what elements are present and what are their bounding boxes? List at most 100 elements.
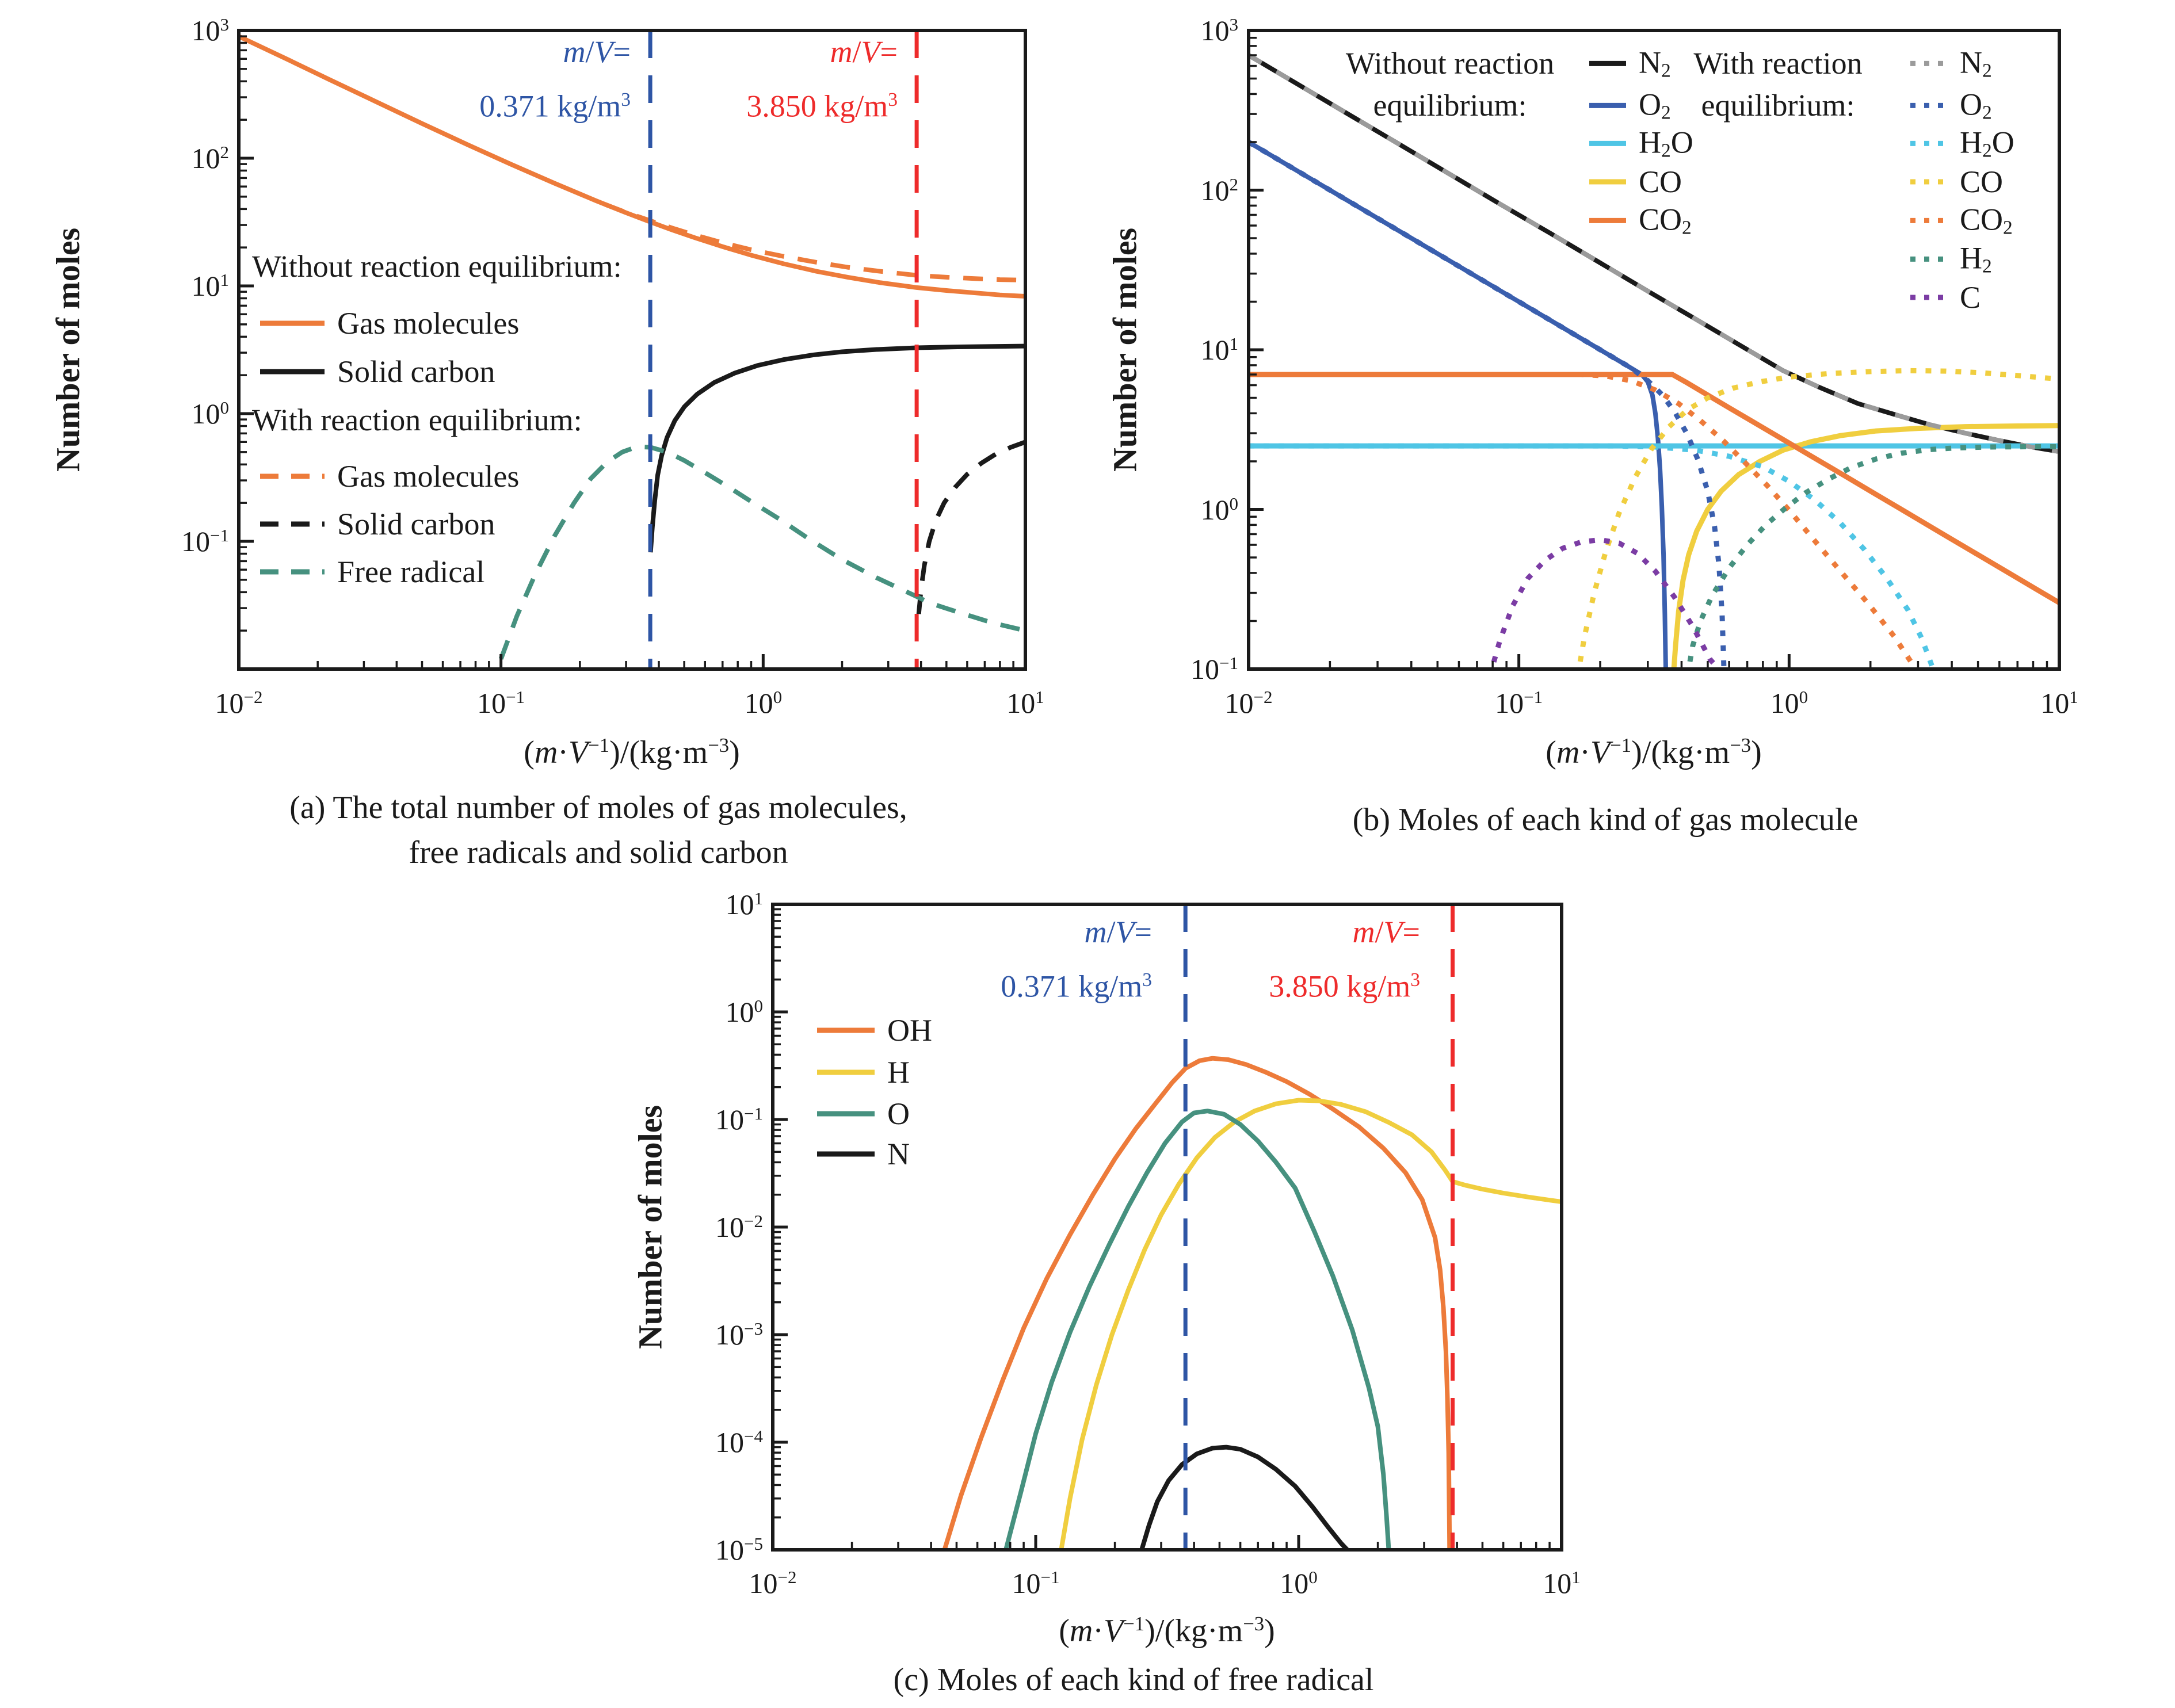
legend-entry-n2-no-eq: N2: [1589, 44, 1671, 82]
chart-c-canvas: [771, 903, 1563, 1552]
legend-swatch-co2-no-eq: [1589, 217, 1626, 223]
series-b-co-no-eq: [1671, 423, 2059, 669]
annotation-line1: m/V=: [1001, 908, 1152, 956]
legend-swatch-gas-molecules-no-eq: [260, 320, 325, 326]
text-part: (: [1546, 735, 1556, 771]
text-part: )/(kg·m: [609, 735, 708, 771]
legend-swatch-free-radical-eq: [260, 569, 325, 575]
text-part: −1: [1610, 733, 1632, 756]
y-tick-label: 10−3: [715, 1318, 763, 1351]
y-axis-label-c: Number of moles: [631, 1105, 669, 1350]
text-part: m: [1084, 915, 1107, 949]
text-part: V: [594, 35, 613, 69]
text-part: H: [1639, 125, 1661, 160]
text-part: V: [568, 735, 589, 771]
legend-label-co2-eq: CO2: [1960, 201, 2013, 239]
legend-label-o: O: [887, 1096, 910, 1132]
text-part: =: [1134, 915, 1152, 949]
legend-swatch-co-eq: [1910, 179, 1947, 185]
text-part: 10: [744, 687, 773, 719]
legend-label-co-eq: CO: [1960, 164, 2003, 200]
x-tick-label: 101: [2040, 686, 2078, 720]
text-part: −3: [708, 733, 730, 756]
text-part: 2: [1229, 174, 1239, 194]
legend-entry-o2-eq: O2: [1910, 86, 1992, 124]
annotation-line2: 3.850 kg/m3: [1269, 956, 1420, 1010]
text-part: 0: [773, 686, 783, 707]
text-part: Free radical: [337, 555, 485, 589]
text-part: 0.371 kg/m: [1001, 969, 1143, 1004]
text-part: Solid carbon: [337, 507, 495, 541]
text-part: 10: [191, 270, 220, 302]
x-tick-label: 10−1: [1012, 1566, 1060, 1600]
legend-label-n2-eq: N2: [1960, 44, 1992, 82]
legend-swatch-h2o-no-eq: [1589, 140, 1626, 146]
text-part: 0: [1799, 686, 1808, 707]
legend-label-free-radical-eq: Free radical: [337, 554, 484, 590]
legend-swatch-h: [817, 1069, 875, 1075]
legend-entry-gas-molecules-no-eq: Gas molecules: [260, 305, 519, 341]
x-tick-label: 10−2: [749, 1566, 797, 1600]
legend-heading: Without reaction: [1345, 46, 1555, 81]
text-part: 0: [220, 397, 230, 418]
text-part: 2: [1982, 140, 1992, 162]
x-axis-label-b: (m·V−1)/(kg·m−3): [1546, 734, 1762, 771]
y-tick-label: 102: [1201, 174, 1239, 207]
legend-swatch-h2o-eq: [1910, 140, 1947, 146]
text-part: H: [1960, 240, 1982, 276]
series-b-co2-eq: [1249, 372, 1919, 669]
text-part: 0.371 kg/m: [479, 89, 621, 124]
text-part: O: [1991, 125, 2014, 160]
x-tick-label: 10−2: [1225, 686, 1273, 720]
plot-border-a: [237, 29, 1027, 671]
text-part: 10: [1006, 687, 1036, 719]
legend-heading: With reaction: [1693, 46, 1863, 81]
text-part: −1: [744, 1103, 763, 1124]
text-part: 1: [2069, 686, 2078, 707]
text-part: −1: [506, 686, 525, 707]
y-tick-label: 103: [1201, 14, 1239, 47]
series-c-o: [1003, 1109, 1391, 1550]
text-part: H: [1960, 125, 1982, 160]
caption-a-line1: (a) The total number of moles of gas mol…: [289, 790, 907, 826]
text-part: =: [1402, 915, 1420, 949]
text-part: )/(kg·m: [1144, 1613, 1243, 1649]
x-tick-label: 100: [1770, 686, 1808, 720]
text-part: 10: [1200, 14, 1230, 47]
legend-swatch-solid-carbon-eq: [260, 521, 325, 527]
legend-label-oh: OH: [887, 1012, 932, 1048]
text-part: 10: [1770, 687, 1799, 719]
series-b-n2-eq: [1249, 53, 2059, 454]
text-part: =: [613, 35, 631, 69]
y-tick-label: 101: [192, 269, 230, 303]
text-part: (: [524, 735, 535, 771]
text-part: −5: [744, 1533, 763, 1554]
series-b-co2-no-eq: [1249, 372, 2059, 605]
legend-label-o2-no-eq: O2: [1639, 86, 1671, 124]
y-tick-label: 101: [726, 888, 764, 921]
text-part: 10: [477, 687, 506, 719]
legend-swatch-solid-carbon-no-eq: [260, 369, 325, 375]
text-part: 10: [1200, 493, 1230, 526]
legend-swatch-co2-eq: [1910, 217, 1947, 223]
text-part: m: [563, 35, 586, 69]
text-part: 10: [725, 996, 754, 1028]
text-part: 10: [1012, 1567, 1041, 1599]
text-part: /: [585, 35, 594, 69]
text-part: −1: [1123, 1612, 1145, 1635]
text-part: 10: [1200, 334, 1230, 366]
y-tick-label: 103: [192, 14, 230, 47]
legend-heading: equilibrium:: [1701, 88, 1855, 123]
text-part: C: [1960, 280, 1981, 315]
vline-annotation-c-1: m/V= 0.371 kg/m3: [1001, 908, 1152, 1010]
legend-swatch-h2-eq: [1910, 256, 1947, 262]
legend-entry-solid-carbon-eq: Solid carbon: [260, 506, 495, 542]
legend-swatch-n2-eq: [1910, 60, 1947, 66]
legend-entry-gas-molecules-eq: Gas molecules: [260, 458, 519, 494]
text-part: 2: [220, 142, 230, 162]
x-tick-label: 101: [1543, 1566, 1581, 1600]
series-a-free-radical-eq: [498, 444, 1025, 660]
legend-entry-h2o-eq: H2O: [1910, 124, 2014, 162]
y-tick-label: 101: [1201, 333, 1239, 366]
y-tick-label: 10−1: [1190, 652, 1238, 686]
